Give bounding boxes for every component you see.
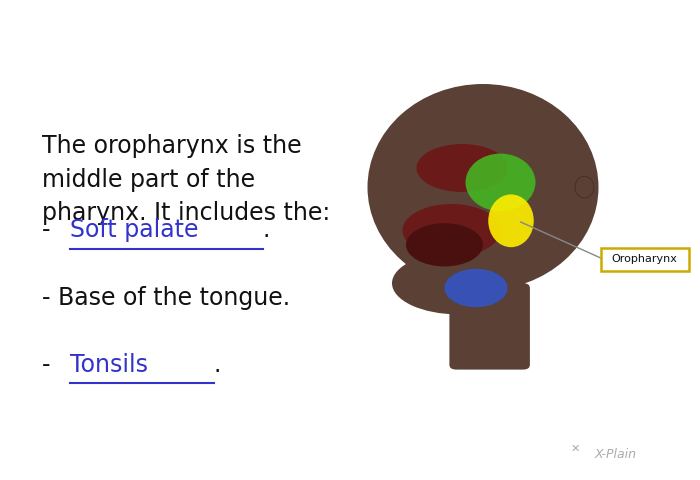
FancyBboxPatch shape xyxy=(601,248,689,271)
Ellipse shape xyxy=(466,154,536,211)
Ellipse shape xyxy=(444,269,508,307)
Text: Oropharynx: Oropharynx xyxy=(612,254,678,264)
Text: -: - xyxy=(42,353,58,377)
Ellipse shape xyxy=(368,84,598,290)
Text: .: . xyxy=(262,218,270,242)
Ellipse shape xyxy=(489,194,533,247)
Text: Soft palate: Soft palate xyxy=(70,218,199,242)
Text: -: - xyxy=(42,218,58,242)
Ellipse shape xyxy=(416,144,508,192)
Text: - Base of the tongue.: - Base of the tongue. xyxy=(42,286,290,310)
Ellipse shape xyxy=(575,176,594,198)
Text: .: . xyxy=(214,353,221,377)
Ellipse shape xyxy=(406,223,483,266)
Text: Tonsils: Tonsils xyxy=(70,353,148,377)
Text: X-Plain: X-Plain xyxy=(595,448,637,461)
Text: ✕: ✕ xyxy=(570,444,580,454)
Text: The oropharynx is the
middle part of the
pharynx. It includes the:: The oropharynx is the middle part of the… xyxy=(42,134,330,226)
Ellipse shape xyxy=(392,252,525,314)
Ellipse shape xyxy=(402,204,500,257)
FancyBboxPatch shape xyxy=(449,283,530,370)
